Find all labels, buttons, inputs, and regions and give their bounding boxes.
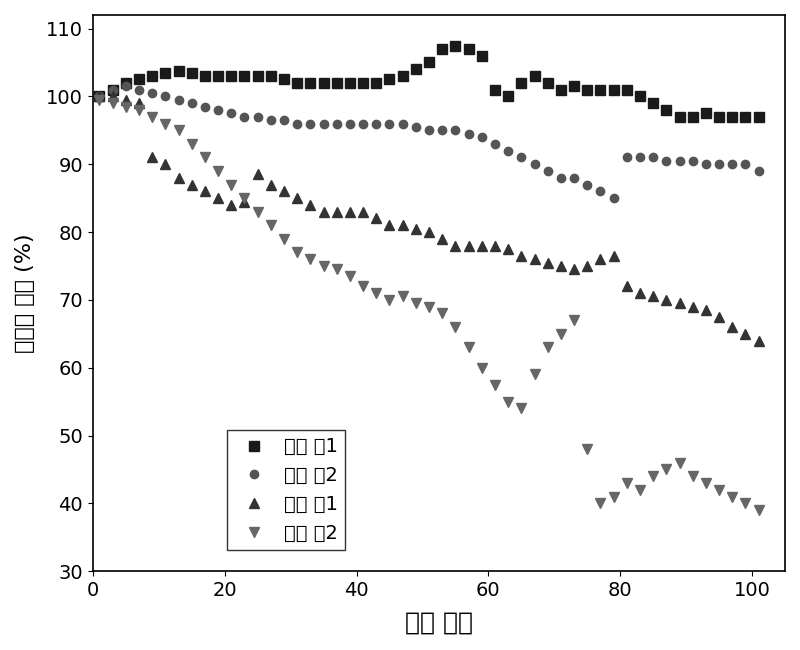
对比 例1 (530, 255, 539, 263)
对比 例2 (741, 499, 750, 507)
对比 例2 (94, 96, 104, 104)
Y-axis label: 容量保 持率 (%): 容量保 持率 (%) (15, 233, 35, 353)
实施 例1 (292, 79, 302, 86)
实施 例2 (306, 120, 315, 127)
实施 例1 (450, 42, 460, 49)
实施 例1 (240, 72, 250, 80)
Line: 对比 例2: 对比 例2 (94, 95, 763, 515)
实施 例2 (94, 92, 104, 100)
对比 例1 (94, 92, 104, 100)
对比 例2 (240, 194, 250, 202)
实施 例2 (318, 120, 328, 127)
实施 例1 (543, 79, 553, 86)
实施 例2 (543, 167, 553, 175)
实施 例2 (754, 167, 763, 175)
实施 例1 (674, 113, 684, 121)
对比 例1 (570, 265, 579, 273)
实施 例1 (94, 92, 104, 100)
实施 例2 (121, 83, 130, 90)
对比 例1 (306, 201, 315, 209)
实施 例1 (582, 86, 592, 94)
对比 例2 (530, 370, 539, 378)
对比 例2 (754, 506, 763, 514)
对比 例1 (240, 198, 250, 205)
Line: 对比 例1: 对比 例1 (94, 92, 763, 345)
Legend: 实施 例1, 实施 例2, 对比 例1, 对比 例2: 实施 例1, 实施 例2, 对比 例1, 对比 例2 (227, 430, 345, 551)
对比 例2 (292, 248, 302, 256)
实施 例2 (609, 194, 618, 202)
对比 例1 (754, 337, 763, 344)
实施 例1 (741, 113, 750, 121)
对比 例2 (570, 317, 579, 324)
对比 例1 (292, 194, 302, 202)
Line: 实施 例2: 实施 例2 (95, 82, 762, 202)
对比 例1 (741, 330, 750, 338)
实施 例1 (306, 79, 315, 86)
实施 例2 (741, 161, 750, 168)
实施 例1 (754, 113, 763, 121)
实施 例2 (582, 181, 592, 188)
Line: 实施 例1: 实施 例1 (94, 41, 763, 122)
对比 例2 (306, 255, 315, 263)
X-axis label: 循环 次数: 循环 次数 (405, 611, 473, 635)
实施 例2 (253, 113, 262, 121)
